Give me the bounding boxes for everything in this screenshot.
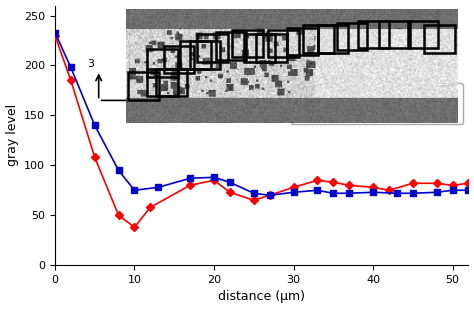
Covariance in direction 2: [68, 78, 73, 82]
Covariance in direction 3: [370, 190, 376, 194]
Bar: [147, 49, 178, 77]
Covariance in direction 3: [68, 66, 73, 69]
Bar: [287, 28, 318, 55]
Covariance in direction 3: [116, 168, 121, 172]
Bar: [358, 21, 389, 48]
Bar: [216, 32, 246, 60]
Covariance in direction 3: [394, 191, 400, 195]
Covariance in direction 3: [211, 176, 217, 179]
Covariance in direction 3: [465, 188, 471, 192]
Covariance in direction 2: [147, 205, 153, 209]
Covariance in direction 3: [187, 176, 193, 180]
Text: 3: 3: [87, 59, 94, 70]
Covariance in direction 2: [370, 185, 376, 189]
Bar: [156, 69, 187, 96]
Covariance in direction 2: [386, 188, 392, 192]
Covariance in direction 3: [132, 188, 137, 192]
Bar: [303, 25, 334, 53]
Covariance in direction 3: [52, 31, 58, 34]
Covariance in direction 3: [155, 185, 161, 189]
Bar: [232, 30, 263, 57]
Covariance in direction 3: [291, 190, 296, 194]
Covariance in direction 2: [267, 193, 273, 197]
Bar: [197, 34, 228, 62]
Covariance in direction 2: [330, 180, 336, 184]
Covariance in direction 3: [450, 188, 456, 192]
Bar: [128, 72, 159, 99]
Bar: [180, 41, 211, 69]
Bar: [424, 25, 455, 53]
Covariance in direction 2: [211, 178, 217, 182]
Covariance in direction 3: [251, 191, 256, 195]
Line: Covariance in direction 3: Covariance in direction 3: [52, 30, 471, 198]
Covariance in direction 3: [410, 191, 416, 195]
Bar: [256, 34, 287, 62]
Covariance in direction 2: [291, 185, 296, 189]
Covariance in direction 2: [410, 181, 416, 185]
Covariance in direction 2: [251, 198, 256, 202]
Covariance in direction 3: [315, 188, 320, 192]
Bar: [147, 69, 178, 96]
Covariance in direction 3: [434, 190, 439, 194]
Line: Covariance in direction 2: Covariance in direction 2: [52, 33, 471, 230]
Bar: [244, 34, 275, 62]
Covariance in direction 2: [92, 155, 98, 159]
Bar: [268, 30, 299, 57]
Covariance in direction 2: [227, 190, 233, 194]
Bar: [190, 41, 220, 69]
Text: 2: 2: [170, 95, 177, 105]
Covariance in direction 2: [434, 181, 439, 185]
X-axis label: distance (μm): distance (μm): [218, 290, 305, 303]
Bar: [164, 46, 194, 73]
Bar: [318, 25, 348, 53]
Covariance in direction 3: [330, 191, 336, 195]
Covariance in direction 2: [450, 184, 456, 187]
Bar: [379, 21, 410, 48]
Covariance in direction 3: [92, 124, 98, 127]
Covariance in direction 2: [465, 181, 471, 185]
Legend: Covariance in direction 2, Covariance in direction 3: Covariance in direction 2, Covariance in…: [291, 83, 463, 124]
Bar: [337, 23, 367, 50]
Covariance in direction 3: [346, 191, 352, 195]
Covariance in direction 3: [227, 180, 233, 184]
Y-axis label: gray level: gray level: [6, 104, 18, 167]
Covariance in direction 2: [52, 34, 58, 37]
Covariance in direction 2: [132, 225, 137, 229]
Covariance in direction 2: [116, 214, 121, 217]
Covariance in direction 3: [267, 193, 273, 197]
Covariance in direction 2: [346, 184, 352, 187]
Bar: [408, 21, 438, 48]
Covariance in direction 2: [315, 178, 320, 182]
Covariance in direction 2: [187, 184, 193, 187]
